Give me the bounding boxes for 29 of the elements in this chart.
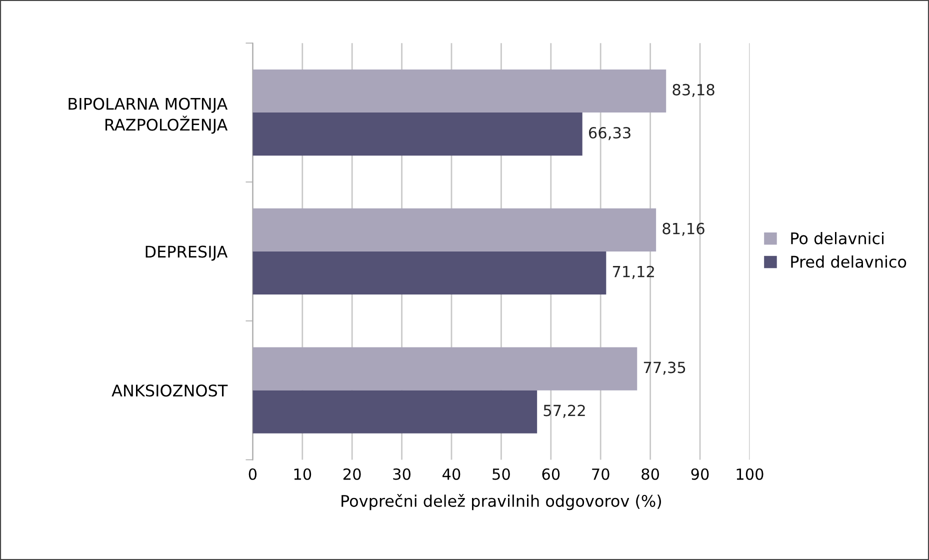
- bar: [252, 112, 582, 156]
- bar: [252, 70, 666, 113]
- data-label: 77,35: [644, 362, 686, 375]
- x-tick-label: 90: [691, 468, 709, 480]
- data-label: 71,12: [612, 266, 654, 279]
- x-tick-label: 0: [248, 468, 257, 480]
- data-label: 81,16: [662, 222, 704, 236]
- x-axis-title: Povprečni delež pravilnih odgovorov (%): [342, 494, 661, 510]
- legend-label: Po delavnici: [791, 232, 884, 244]
- data-label: 57,22: [544, 404, 585, 418]
- x-tick-label: 10: [294, 468, 312, 480]
- bar: [252, 208, 656, 252]
- x-tick-label: 40: [442, 468, 460, 480]
- data-label: 66,33: [588, 126, 630, 140]
- legend-label: Pred delavnico: [791, 255, 906, 268]
- y-tick-label: BIPOLARNA MOTNJA RAZPOLOŽENJA: [68, 98, 228, 134]
- x-tick-label: 20: [343, 468, 361, 480]
- x-tick-label: 70: [592, 468, 610, 480]
- bar: [252, 347, 638, 390]
- x-tick-label: 80: [642, 468, 660, 480]
- y-tick-label: ANKSIOZNOST: [112, 384, 228, 397]
- x-tick-label: 60: [542, 468, 560, 480]
- x-tick-label: 30: [393, 468, 410, 480]
- bar: [252, 390, 538, 434]
- x-tick-label: 50: [492, 468, 510, 480]
- bar: [252, 251, 606, 294]
- x-tick-label: 100: [736, 468, 764, 480]
- y-tick-label: DEPRESIJA: [146, 246, 228, 261]
- data-label: 83,18: [672, 84, 714, 98]
